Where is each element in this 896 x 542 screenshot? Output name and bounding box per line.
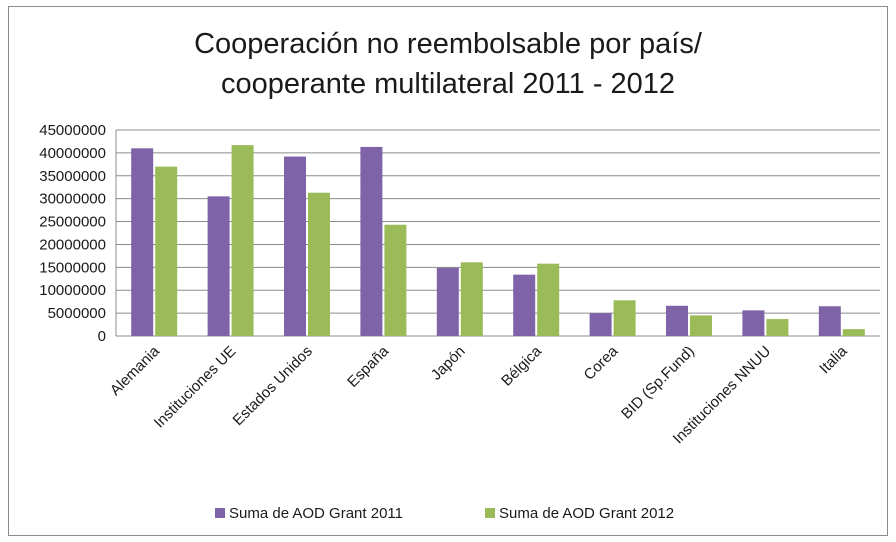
x-tick-label: Instituciones UE xyxy=(151,343,240,432)
bar-2011 xyxy=(589,313,612,336)
x-tick-label: BID (Sp.Fund) xyxy=(618,343,698,423)
y-tick-label: 10000000 xyxy=(39,282,106,299)
bar-2012 xyxy=(231,145,254,336)
y-tick-label: 15000000 xyxy=(39,259,106,276)
x-tick-label: Italia xyxy=(816,342,851,377)
y-axis-ticks: 45000000 40000000 35000000 30000000 25000000… xyxy=(39,122,106,345)
y-tick-label: 35000000 xyxy=(39,168,106,185)
y-tick-label: 40000000 xyxy=(39,145,106,162)
y-tick-label: 5000000 xyxy=(48,305,106,322)
bar-2011 xyxy=(742,310,765,336)
legend-swatch xyxy=(215,508,225,518)
bar-2011 xyxy=(284,156,306,336)
bar-2011 xyxy=(360,146,383,336)
bar-2011 xyxy=(131,148,154,336)
legend-swatch xyxy=(485,508,495,518)
x-tick-label: Estados Unidos xyxy=(230,343,316,429)
bar-2012 xyxy=(690,315,712,336)
y-tick-label: 0 xyxy=(98,328,106,345)
chart-title-line-2: cooperante multilateral 2011 - 2012 xyxy=(220,68,676,100)
legend-label: Suma de AOD Grant 2012 xyxy=(499,505,674,522)
gridlines xyxy=(116,129,880,337)
x-tick-label: Alemania xyxy=(107,342,164,399)
chart-title-line-1: Cooperación no reembolsable por país/ xyxy=(194,28,702,60)
bar-2011 xyxy=(666,305,688,336)
legend-label: Suma de AOD Grant 2011 xyxy=(229,505,403,522)
y-tick-label: 20000000 xyxy=(39,236,106,253)
bar-2012 xyxy=(842,329,865,336)
y-tick-label: 25000000 xyxy=(39,214,106,231)
bar-2011 xyxy=(207,196,230,336)
bar-2012 xyxy=(384,224,407,336)
y-tick-label: 45000000 xyxy=(39,122,106,139)
bars xyxy=(131,145,865,336)
bar-2012 xyxy=(766,319,789,336)
bar-2012 xyxy=(308,192,330,336)
x-tick-label: Bélgica xyxy=(498,342,545,389)
x-tick-label: Corea xyxy=(581,342,622,383)
bar-2012 xyxy=(155,166,178,336)
bar-2011 xyxy=(436,267,459,336)
bar-2011 xyxy=(513,274,536,336)
bar-2011 xyxy=(818,306,841,336)
chart-title: Cooperación no reembolsable por país/ co… xyxy=(0,24,896,104)
x-tick-label: España xyxy=(344,342,392,390)
bar-2012 xyxy=(460,262,483,336)
bar-2012 xyxy=(613,300,636,336)
x-tick-label: Japón xyxy=(428,343,469,384)
bar-2012 xyxy=(537,263,560,336)
y-tick-label: 30000000 xyxy=(39,191,106,208)
legend: Suma de AOD Grant 2011 Suma de AOD Grant … xyxy=(215,505,674,522)
